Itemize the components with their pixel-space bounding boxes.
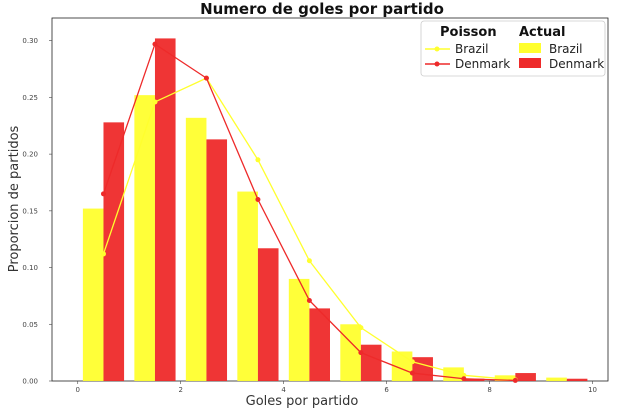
bar-denmark-0 xyxy=(103,122,125,382)
poisson-point-brazil-1 xyxy=(152,99,158,105)
x-tick-label: 0 xyxy=(76,386,80,394)
bar-denmark-1 xyxy=(154,38,176,381)
ticks-layer: 0 2 4 6 8 10 0.00 0.05 0.10 0.15 0.20 0.25 0.30 xyxy=(22,37,597,394)
bar-brazil-1 xyxy=(134,95,155,381)
y-axis-label: Proporcion de partidos xyxy=(7,125,22,272)
x-tick-label: 4 xyxy=(281,386,286,394)
poisson-point-brazil-5 xyxy=(358,325,364,331)
x-tick-label: 10 xyxy=(588,386,597,394)
poisson-point-denmark-3 xyxy=(255,197,261,202)
bar-brazil-3 xyxy=(237,191,258,381)
bar-brazil-5 xyxy=(340,324,361,381)
legend-marker-brazil xyxy=(434,46,440,52)
bar-brazil-9 xyxy=(546,377,567,381)
poisson-point-denmark-2 xyxy=(203,75,209,81)
poisson-point-denmark-8 xyxy=(512,377,518,383)
chart-title: Numero de goles por partido xyxy=(200,0,444,18)
poisson-point-brazil-6 xyxy=(409,359,415,365)
poisson-point-brazil-3 xyxy=(255,157,261,163)
y-tick-label: 0.00 xyxy=(22,378,38,386)
y-tick-label: 0.20 xyxy=(22,151,38,159)
x-axis-label: Goles por partido xyxy=(246,394,359,409)
poisson-point-denmark-5 xyxy=(358,350,364,356)
poisson-point-denmark-0 xyxy=(100,191,106,197)
poisson-point-brazil-4 xyxy=(306,258,312,264)
y-tick-label: 0.15 xyxy=(22,207,38,215)
legend-title-poisson: Poisson xyxy=(440,25,497,40)
x-tick-label: 2 xyxy=(178,386,182,394)
legend-poisson-brazil: Brazil xyxy=(455,42,489,56)
legend-title-actual: Actual xyxy=(519,25,565,40)
y-tick-label: 0.05 xyxy=(22,321,38,329)
poisson-point-denmark-4 xyxy=(306,297,312,303)
poisson-point-denmark-1 xyxy=(152,41,158,47)
bars-layer xyxy=(82,38,588,382)
x-tick-label: 8 xyxy=(487,386,491,394)
bar-denmark-3 xyxy=(257,248,279,381)
x-tick-label: 6 xyxy=(384,386,389,394)
poisson-point-denmark-7 xyxy=(461,376,467,382)
poisson-point-denmark-6 xyxy=(409,370,415,376)
bar-denmark-4 xyxy=(309,308,330,381)
y-tick-label: 0.30 xyxy=(22,37,38,45)
legend-swatch-brazil xyxy=(519,43,541,53)
bar-denmark-5 xyxy=(360,344,382,381)
bar-denmark-8 xyxy=(515,373,536,381)
legend: Poisson Actual Brazil Denmark Brazil Den… xyxy=(420,20,606,77)
bar-brazil-4 xyxy=(288,278,310,381)
legend-actual-denmark: Denmark xyxy=(549,57,604,71)
legend-actual-brazil: Brazil xyxy=(549,42,583,56)
y-tick-label: 0.25 xyxy=(22,94,38,102)
lines-layer xyxy=(100,41,518,383)
legend-swatch-denmark xyxy=(519,58,541,68)
legend-poisson-denmark: Denmark xyxy=(455,57,510,71)
bar-denmark-2 xyxy=(206,139,228,381)
bar-brazil-2 xyxy=(185,117,207,381)
legend-marker-denmark xyxy=(434,61,440,67)
y-tick-label: 0.10 xyxy=(22,264,38,272)
bar-denmark-9 xyxy=(566,378,588,381)
poisson-point-brazil-0 xyxy=(100,251,106,257)
bar-brazil-0 xyxy=(82,208,104,381)
bar-brazil-8 xyxy=(494,375,516,381)
legend-box xyxy=(420,20,606,77)
bar-denmark-7 xyxy=(463,378,485,381)
bar-denmark-6 xyxy=(412,357,433,381)
